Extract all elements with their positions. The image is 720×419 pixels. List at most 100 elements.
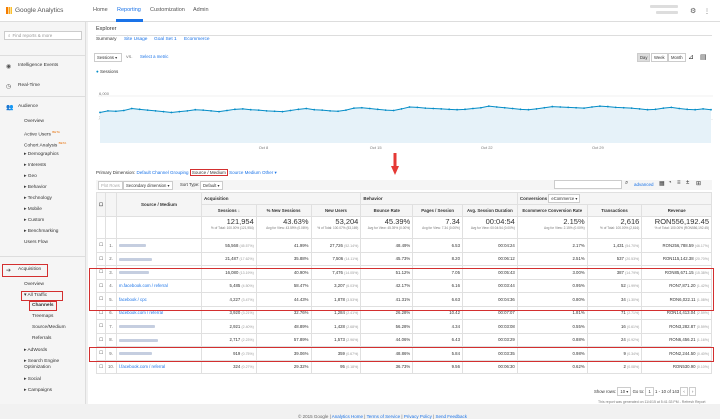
data-point[interactable] — [138, 108, 141, 111]
sidebar-item-all-traffic[interactable]: ▾ All Traffic — [24, 293, 48, 298]
prev-page-button[interactable]: ‹ — [680, 387, 688, 396]
sidebar-item-adwords[interactable]: ▸ AdWords — [24, 348, 48, 353]
data-point[interactable] — [186, 109, 189, 112]
sidebar-item-users-flow[interactable]: Users Flow — [24, 240, 48, 245]
data-point[interactable] — [321, 109, 324, 111]
col-new-sessions[interactable]: % New Sessions — [255, 204, 312, 217]
data-point[interactable] — [527, 108, 530, 111]
dim-default-channel[interactable]: Default Channel Grouping — [136, 170, 189, 175]
data-point[interactable] — [392, 109, 395, 112]
view-bar-icon[interactable]: ≡ — [677, 180, 681, 186]
source-medium-link[interactable] — [116, 319, 202, 334]
range-day-button[interactable]: Day — [637, 53, 651, 62]
table-row[interactable]: ☐ 1. 55,568 (45.57%) 41.99% 27,726 (52.14%) 4… — [95, 238, 712, 253]
source-medium-link[interactable]: l.facebook.com / referral — [116, 359, 202, 374]
data-point[interactable] — [638, 108, 641, 110]
sidebar-item-demographics[interactable]: ▸ Demographics — [24, 152, 59, 157]
source-medium-link[interactable] — [116, 251, 202, 266]
data-point[interactable] — [551, 105, 554, 108]
sidebar-item-seo[interactable]: ▸ Search Engine Optimization — [24, 359, 60, 370]
data-point[interactable] — [495, 106, 498, 108]
secondary-dimension-select[interactable]: Secondary dimension ▾ — [123, 181, 173, 190]
nav-admin[interactable]: Admin — [193, 7, 209, 13]
footer-privacy[interactable]: Privacy Policy — [403, 414, 432, 419]
settings-gear-icon[interactable]: ⚙ — [690, 8, 697, 15]
data-point[interactable] — [424, 107, 427, 110]
sidebar-item-behavior[interactable]: ▸ Behavior — [24, 185, 47, 190]
row-checkbox[interactable]: ☐ — [99, 255, 103, 261]
view-table-icon[interactable]: ▦ — [659, 181, 665, 187]
sidebar-item-benchmarking[interactable]: ▸ Benchmarking — [24, 229, 59, 234]
data-point[interactable] — [345, 109, 347, 111]
source-medium-link[interactable] — [116, 332, 202, 347]
nav-customization[interactable]: Customization — [150, 7, 185, 13]
table-row[interactable]: ☐ 7. 2,921 (2.40%) 48.89% 1,428 (2.68%) 56.28… — [95, 319, 712, 334]
data-point[interactable] — [686, 108, 689, 111]
view-pivot-icon[interactable]: ⊞ — [696, 181, 702, 187]
dim-other[interactable]: Other ▾ — [261, 170, 277, 175]
tab-summary[interactable]: Summary — [96, 37, 117, 42]
data-point[interactable] — [107, 109, 109, 112]
data-point[interactable] — [511, 107, 514, 110]
select-all-checkbox[interactable]: ☐ — [99, 201, 104, 207]
data-point[interactable] — [281, 110, 284, 113]
dim-source-medium[interactable]: Source / Medium — [189, 169, 228, 176]
data-point[interactable] — [297, 108, 300, 111]
chart-annotation-icon[interactable]: ⊿ — [688, 54, 694, 61]
col-new-users[interactable]: New Users — [310, 204, 362, 217]
sidebar-item-channels[interactable]: Channels — [32, 303, 54, 308]
data-point[interactable] — [622, 106, 625, 109]
data-point[interactable] — [432, 107, 435, 110]
data-point[interactable] — [384, 109, 387, 111]
data-point[interactable] — [313, 108, 316, 111]
row-checkbox[interactable]: ☐ — [99, 336, 103, 342]
source-medium-link[interactable]: facebook / cpc — [116, 292, 202, 307]
conversions-select[interactable]: eCommerce ▾ — [548, 194, 581, 203]
footer-analytics-home[interactable]: Analytics Home — [331, 414, 364, 419]
select-metric-link[interactable]: Select a metric — [140, 54, 169, 59]
data-point[interactable] — [305, 107, 308, 110]
data-point[interactable] — [591, 106, 593, 108]
data-point[interactable] — [535, 108, 538, 110]
data-point[interactable] — [226, 109, 228, 112]
sidebar-item-social[interactable]: ▸ Social — [24, 377, 41, 382]
table-row[interactable]: ☐ 6. facebook.com / referral 3,920 (3.21%) 3… — [95, 305, 712, 320]
dim-medium[interactable]: Medium — [244, 170, 261, 175]
sort-type-select[interactable]: Default ▾ — [200, 181, 223, 190]
sidebar-item-cohort[interactable]: Cohort Analysis BETA — [24, 141, 67, 149]
sidebar-item-technology[interactable]: ▸ Technology — [24, 196, 52, 201]
data-point[interactable] — [202, 109, 205, 111]
data-point[interactable] — [368, 107, 371, 110]
sidebar-item-realtime[interactable]: ◷ Real-Time — [6, 83, 40, 90]
data-point[interactable] — [456, 108, 458, 111]
plot-rows-button[interactable]: Plot Rows — [98, 181, 123, 190]
data-point[interactable] — [630, 107, 633, 110]
data-point[interactable] — [670, 106, 673, 109]
account-selector[interactable] — [648, 4, 678, 14]
rows-per-page-select[interactable]: 10 ▾ — [617, 387, 632, 396]
source-medium-link[interactable] — [116, 238, 202, 253]
data-point[interactable] — [472, 107, 474, 110]
data-point[interactable] — [114, 110, 117, 113]
data-point[interactable] — [575, 106, 578, 109]
col-revenue[interactable]: Revenue — [641, 204, 712, 217]
data-point[interactable] — [606, 105, 609, 108]
row-checkbox[interactable]: ☐ — [99, 350, 103, 356]
data-point[interactable] — [694, 108, 697, 111]
data-point[interactable] — [646, 108, 649, 111]
data-point[interactable] — [360, 106, 363, 109]
data-point[interactable] — [130, 107, 133, 110]
sidebar-item-interests[interactable]: ▸ Interests — [24, 163, 47, 168]
col-transactions[interactable]: Transactions — [586, 204, 643, 217]
data-point[interactable] — [170, 111, 173, 114]
table-row[interactable]: ☐ 5. facebook / cpc 4,227 (3.47%) 44.43% 1,87… — [95, 292, 712, 307]
col-bounce-rate[interactable]: Bounce Rate — [360, 204, 414, 217]
sidebar-item-treemaps[interactable]: Treemaps — [32, 314, 54, 319]
sidebar-item-custom[interactable]: ▸ Custom — [24, 218, 45, 223]
data-point[interactable] — [400, 108, 403, 110]
chart-type-icon[interactable]: ▤ — [700, 54, 707, 61]
data-point[interactable] — [479, 106, 482, 109]
col-source-medium[interactable]: Source / Medium — [116, 192, 202, 217]
col-pages-session[interactable]: Pages / Session — [412, 204, 463, 217]
data-point[interactable] — [154, 109, 157, 112]
